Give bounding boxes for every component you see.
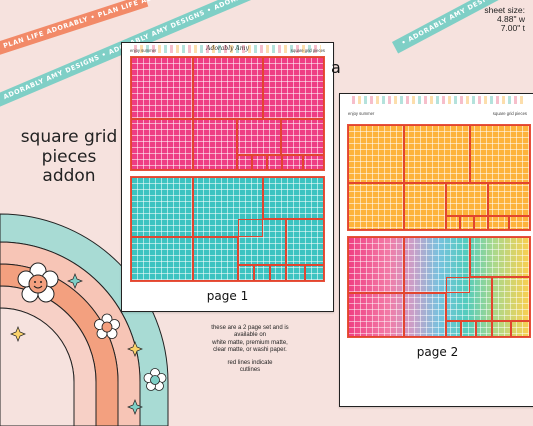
orange-grid-panel: [347, 124, 531, 231]
cutline-box: [238, 265, 254, 281]
cutline-box: [131, 119, 193, 170]
cutline-box: [193, 119, 237, 170]
sheet-size-height: 7.00" t: [500, 23, 525, 33]
note-line-2: available on: [233, 332, 267, 339]
cutline-box: [492, 277, 530, 321]
cutline-box: [303, 155, 324, 170]
daisy-icon: [94, 313, 120, 339]
sparkle-icon: [127, 399, 143, 415]
cutline-box: [446, 183, 488, 216]
cutline-box: [263, 177, 324, 219]
cutline-box: [488, 216, 509, 230]
sparkle-icon: [67, 273, 83, 289]
product-note: these are a 2 page set and is available …: [180, 325, 320, 374]
sticker-sheet-page-1: enjoy summer Adorably Amy square grid pi…: [121, 42, 334, 312]
cutline-box: [238, 219, 286, 265]
cutline-box: [193, 177, 263, 237]
cutline-box: [267, 155, 282, 170]
cutline-box: [461, 321, 476, 337]
cutline-box: [348, 125, 404, 183]
cutline-box: [492, 321, 511, 337]
cutline-box: [282, 155, 303, 170]
title-line-2: pieces: [41, 146, 97, 167]
page-2-label: page 2: [416, 345, 459, 359]
cutline-box: [348, 237, 404, 293]
cutline-box: [404, 293, 446, 337]
product-title: square grid pieces addon: [6, 127, 132, 187]
decorative-stripe: [352, 96, 525, 104]
cutline-box: [476, 321, 492, 337]
decorative-stripe: [134, 45, 321, 53]
note-line-1: these are a 2 page set and is: [211, 325, 289, 331]
cutline-box: [286, 265, 305, 281]
cutline-box: [252, 155, 267, 170]
cutline-box: [305, 265, 324, 281]
cutline-box: [254, 265, 270, 281]
cutline-box: [446, 277, 492, 321]
sticker-sheet-page-2: enjoy summer square grid pieces page 2: [339, 93, 533, 407]
cutline-box: [509, 216, 530, 230]
title-line-3: addon: [42, 166, 96, 186]
cutline-box: [131, 177, 193, 237]
cutline-box: [470, 125, 530, 183]
cutline-box: [193, 237, 238, 281]
smiley-flower-icon: [17, 262, 59, 303]
sheet-size-label: sheet size:: [484, 5, 525, 15]
note-line-4: clear matte, or washi paper.: [213, 347, 287, 354]
sheet-header: enjoy summer square grid pieces: [348, 108, 527, 118]
rainbow-grid-panel: [347, 236, 531, 338]
cutline-box: [404, 125, 470, 183]
rainbow-illustration: [0, 213, 169, 426]
daisy-icon: [143, 368, 167, 391]
cutline-box: [404, 237, 470, 293]
header-left-text: enjoy summer: [348, 111, 375, 116]
page-1-label: page 1: [206, 289, 249, 303]
cutline-box: [270, 265, 286, 281]
header-brand-logo: Adorably Amy: [206, 45, 249, 52]
cutline-box: [237, 119, 281, 155]
cutline-box: [446, 321, 461, 337]
header-right-text: square grid pieces: [492, 111, 527, 116]
header-right-text: square grid pieces: [290, 48, 325, 53]
sparkle-icon: [10, 326, 26, 342]
cutline-box: [281, 119, 324, 155]
cutline-box: [474, 216, 488, 230]
sheet-header: enjoy summer Adorably Amy square grid pi…: [130, 45, 325, 55]
sheet-size-width: 4.88" w: [496, 14, 525, 24]
sheet-size-info: sheet size: 4.88" w 7.00" t: [484, 6, 525, 33]
cutline-box: [263, 57, 324, 119]
title-line-1: square grid: [20, 127, 118, 147]
cutline-box: [131, 237, 193, 281]
header-left-text: enjoy summer: [130, 48, 157, 53]
cutline-box: [511, 321, 530, 337]
cutline-box: [470, 237, 530, 277]
teal-grid-panel: [130, 176, 325, 282]
variant-letter: a: [331, 58, 341, 77]
pink-grid-panel: [130, 56, 325, 171]
cutline-box: [348, 293, 404, 337]
note-line-5: red lines indicate: [227, 359, 273, 366]
cutline-box: [460, 216, 474, 230]
cutline-box: [348, 183, 404, 230]
cutline-box: [193, 57, 263, 119]
cutline-box: [237, 155, 252, 170]
cutline-box: [404, 183, 446, 230]
cutline-box: [488, 183, 530, 216]
note-line-6: cutlines: [239, 367, 261, 374]
cutline-box: [446, 216, 460, 230]
cutline-box: [286, 219, 324, 265]
note-line-3: white matte, premium matte,: [212, 339, 288, 346]
sparkle-icon: [127, 341, 143, 357]
cutline-box: [131, 57, 193, 119]
